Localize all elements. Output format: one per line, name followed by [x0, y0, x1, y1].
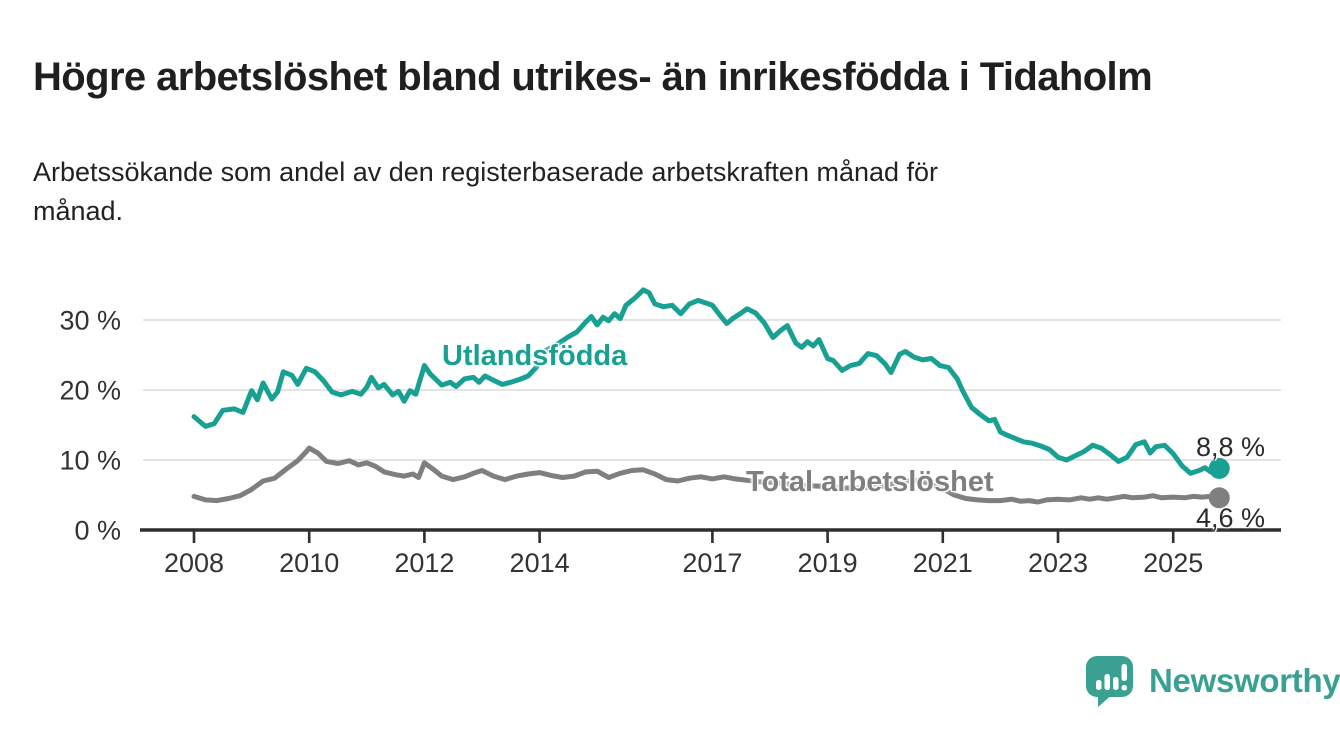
bar-chart-speech-bubble-icon	[1086, 656, 1133, 707]
series-label-utlandsfodda: Utlandsfödda	[442, 340, 628, 372]
subtitle-line-2: månad.	[33, 196, 124, 227]
y-axis-label-20: 20 %	[59, 376, 121, 406]
x-axis-label-2010: 2010	[279, 548, 339, 578]
newsworthy-logo-link[interactable]: Newsworthy	[1085, 655, 1340, 707]
newsworthy-logo-text: Newsworthy	[1149, 662, 1340, 699]
series-end-dot-utlandsf-dda	[1208, 457, 1230, 479]
series-label-total-arbetsloshet: Total arbetslöshet	[746, 466, 994, 498]
series-line-utlandsf-dda	[191, 287, 1222, 476]
x-axis-label-2025: 2025	[1143, 548, 1203, 578]
x-axis-label-2023: 2023	[1028, 548, 1088, 578]
series-end-dot-total-arbetsl-shet	[1208, 487, 1230, 509]
end-value-label-total: 4,6 %	[1196, 503, 1266, 533]
x-axis-label-2021: 2021	[913, 548, 973, 578]
x-axis-label-2019: 2019	[798, 548, 858, 578]
x-axis-label-2008: 2008	[164, 548, 224, 578]
x-axis-label-2012: 2012	[394, 548, 454, 578]
end-value-label-utlandsfodda: 8,8 %	[1196, 432, 1266, 462]
x-axis-label-2014: 2014	[510, 548, 570, 578]
x-axis-label-2017: 2017	[682, 548, 742, 578]
y-axis-label-0: 0 %	[74, 516, 121, 546]
chart-subtitle: Arbetssökande som andel av den registerb…	[33, 153, 1253, 231]
subtitle-line-1: Arbetssökande som andel av den registerb…	[33, 157, 939, 187]
series-line-total-arbetsl-shet	[191, 445, 1222, 505]
page-title: Högre arbetslöshet bland utrikes- än inr…	[33, 54, 1153, 99]
y-axis-label-10: 10 %	[59, 446, 121, 476]
y-axis-label-30: 30 %	[59, 306, 121, 336]
